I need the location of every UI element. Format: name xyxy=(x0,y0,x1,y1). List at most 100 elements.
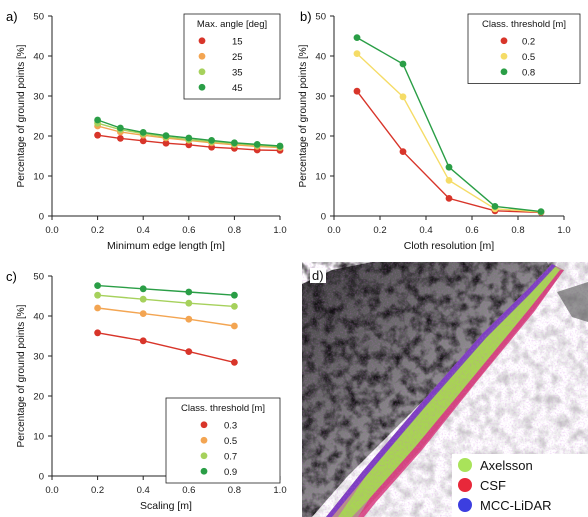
p1-legend-swatch-45 xyxy=(198,83,206,91)
p2-data-point-0.5 xyxy=(353,50,361,57)
p3-y-tick-label: 30 xyxy=(33,352,44,363)
p3-legend-swatch-0.7 xyxy=(200,452,208,460)
p3-data-point-0.3 xyxy=(185,348,193,355)
p3-series-line-0.5 xyxy=(97,307,235,327)
p2-legend-title: Class. threshold [m] xyxy=(482,19,566,30)
p2-x-tick-label: 0.4 xyxy=(419,225,432,236)
p3-series-line-0.3 xyxy=(97,332,235,364)
p2-x-tick-label: 1.0 xyxy=(557,225,570,236)
legend-label-axelsson: Axelsson xyxy=(480,457,533,473)
p2-data-point-0.8 xyxy=(537,208,545,216)
p1-data-point-45 xyxy=(117,124,124,132)
p1-data-point-15 xyxy=(94,131,101,139)
p2-legend-label-0.8: 0.8 xyxy=(522,67,535,78)
p3-y-tick-label: 50 xyxy=(33,272,44,283)
p3-legend-swatch-0.3 xyxy=(200,421,208,429)
p1-data-point-45 xyxy=(185,134,193,142)
p3-x-axis-label: Scaling [m] xyxy=(140,500,192,512)
p2-data-point-0.8 xyxy=(445,163,453,171)
p1-x-tick-label: 0.8 xyxy=(228,225,241,236)
p1-x-tick-label: 0.0 xyxy=(45,225,58,236)
p3-data-point-0.3 xyxy=(139,337,147,345)
p1-legend-label-25: 25 xyxy=(232,52,243,63)
p1-legend-label-35: 35 xyxy=(232,67,243,78)
p3-legend-label-0.7: 0.7 xyxy=(224,451,237,462)
p1-panel-label: a) xyxy=(6,9,18,24)
p2-legend-swatch-0.2 xyxy=(500,37,508,45)
p3-legend-swatch-0.9 xyxy=(200,467,208,475)
p2-y-axis-label: Percentage of ground points [%] xyxy=(298,44,309,187)
p3-legend-label-0.9: 0.9 xyxy=(224,467,237,478)
p2-data-point-0.2 xyxy=(353,87,361,95)
p1-x-tick-label: 0.4 xyxy=(137,225,150,236)
p1-data-point-15 xyxy=(139,137,147,145)
p3-data-point-0.3 xyxy=(94,329,101,337)
p2-series-line-0.2 xyxy=(356,90,542,214)
p1-x-tick-label: 0.6 xyxy=(182,225,195,236)
map-legend: Axelsson CSF MCC-LiDAR xyxy=(452,454,588,517)
p3-data-point-0.9 xyxy=(231,291,238,299)
p1-y-tick-label: 40 xyxy=(33,52,44,63)
map-panel-d: d) Axelsson CSF MCC-LiDAR xyxy=(302,262,588,517)
p3-series-line-0.7 xyxy=(97,294,235,308)
p3-x-tick-label: 0.2 xyxy=(91,485,104,496)
p3-x-tick-label: 0.8 xyxy=(228,485,241,496)
chart-panel-a: a) 0 10 20 30 40 50 0.0 0.2 0.4 0.6 0.8 1.0 Minimum e… xyxy=(6,9,287,252)
p1-data-point-15 xyxy=(162,139,170,147)
p3-data-point-0.3 xyxy=(231,359,238,366)
p2-legend-label-0.5: 0.5 xyxy=(522,52,535,63)
p2-data-point-0.2 xyxy=(399,148,407,156)
p1-data-point-45 xyxy=(162,132,170,140)
p1-legend-swatch-15 xyxy=(198,37,206,45)
p1-data-point-45 xyxy=(139,129,147,136)
p3-data-point-0.9 xyxy=(139,285,147,293)
p2-y-tick-label: 50 xyxy=(315,12,326,23)
p1-data-point-45 xyxy=(231,139,238,147)
p3-legend-label-0.3: 0.3 xyxy=(224,420,237,431)
legend-swatch-mcc-lidar xyxy=(458,498,472,512)
p3-x-tick-label: 0.4 xyxy=(137,485,150,496)
p3-x-tick-label: 0.6 xyxy=(182,485,195,496)
p2-y-tick-label: 10 xyxy=(315,172,326,183)
p3-legend-swatch-0.5 xyxy=(200,436,208,444)
p3-y-tick-label: 10 xyxy=(33,432,44,443)
legend-item-csf: CSF xyxy=(458,476,506,494)
p1-legend-label-15: 15 xyxy=(232,36,243,47)
p1-x-axis-label: Minimum edge length [m] xyxy=(107,240,225,252)
chart-panel-c: c) 0 10 20 30 40 50 0.0 0.2 0.4 0.6 0.8 1.0 Scaling [… xyxy=(6,269,287,512)
p1-data-point-45 xyxy=(208,137,216,144)
p1-legend-label-45: 45 xyxy=(232,83,243,94)
p3-data-point-0.5 xyxy=(185,315,193,323)
p3-x-tick-label: 1.0 xyxy=(273,485,286,496)
p1-data-point-45 xyxy=(94,116,101,124)
p1-y-tick-label: 0 xyxy=(39,212,44,223)
p2-data-point-0.5 xyxy=(399,93,407,101)
p2-data-point-0.5 xyxy=(445,177,453,184)
p2-x-tick-label: 0.2 xyxy=(373,225,386,236)
p3-legend-title: Class. threshold [m] xyxy=(181,403,265,414)
p3-y-tick-label: 0 xyxy=(39,472,44,483)
p2-data-point-0.8 xyxy=(353,34,361,41)
p3-data-point-0.9 xyxy=(185,288,193,296)
p2-x-tick-label: 0.8 xyxy=(511,225,524,236)
legend-label-mcc-lidar: MCC-LiDAR xyxy=(480,497,552,513)
panel-label-d: d) xyxy=(310,268,326,283)
p2-legend-label-0.2: 0.2 xyxy=(522,36,535,47)
p1-legend-swatch-25 xyxy=(198,52,206,60)
p2-panel-label: b) xyxy=(300,9,312,24)
p2-legend-swatch-0.5 xyxy=(500,52,508,60)
p3-y-tick-label: 20 xyxy=(33,392,44,403)
p3-panel-label: c) xyxy=(6,269,17,284)
p1-x-tick-label: 1.0 xyxy=(273,225,286,236)
p1-data-point-45 xyxy=(253,141,261,148)
p3-data-point-0.7 xyxy=(185,299,193,307)
p3-data-point-0.9 xyxy=(94,282,101,289)
p1-y-tick-label: 30 xyxy=(33,92,44,103)
legend-swatch-csf xyxy=(458,478,472,492)
chart-panel-b: b) 0 10 20 30 40 50 0.0 0.2 0.4 0.6 0.8 1.0 Cloth res… xyxy=(298,9,581,252)
p3-y-tick-label: 40 xyxy=(33,312,44,323)
p2-y-tick-label: 20 xyxy=(315,132,326,143)
p1-data-point-15 xyxy=(117,135,124,142)
legend-item-axelsson: Axelsson xyxy=(458,456,533,474)
p2-x-tick-label: 0.0 xyxy=(327,225,340,236)
